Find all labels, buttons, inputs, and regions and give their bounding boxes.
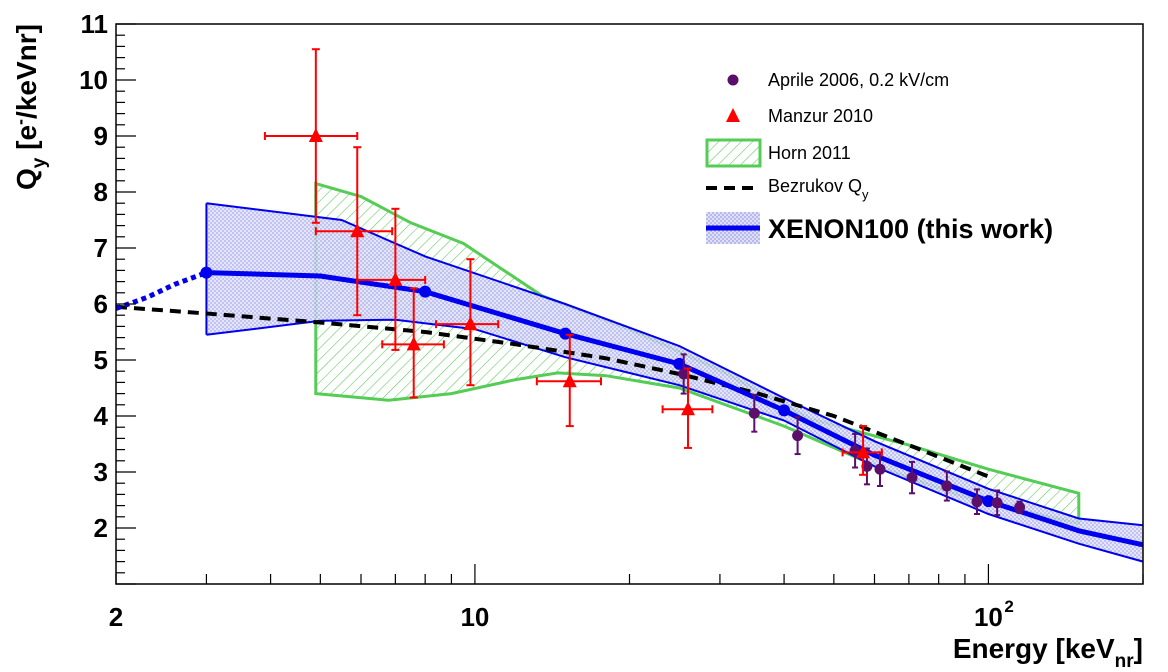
x-axis-title: Energy [keVnr] — [953, 633, 1143, 672]
y-axis-title-end: /keVnr] — [11, 24, 42, 119]
x-tick-label: 10 — [460, 602, 489, 632]
legend-aprile-label: Aprile 2006, 0.2 kV/cm — [768, 70, 949, 90]
aprile-2006-marker — [748, 407, 760, 419]
manzur-2010-marker — [463, 316, 478, 331]
legend-bezrukov-label-main: Bezrukov Q — [768, 176, 862, 196]
y-tick-label: 6 — [94, 289, 108, 319]
x-axis-title-close: ] — [1134, 633, 1143, 664]
manzur-2010-point — [841, 425, 883, 476]
y-axis-title-sup: - — [10, 119, 30, 125]
bezrukov-qy-line — [116, 304, 990, 479]
aprile-2006-point — [678, 353, 690, 395]
y-axis-title-q: Q — [11, 168, 42, 190]
aprile-2006-marker — [678, 368, 690, 380]
y-tick-label: 10 — [79, 65, 108, 95]
aprile-2006-point — [941, 470, 953, 502]
manzur-2010-marker — [406, 336, 421, 351]
manzur-2010-marker — [308, 128, 323, 142]
aprile-2006-marker — [874, 463, 886, 475]
plot-area — [116, 48, 1143, 563]
aprile-2006-point — [991, 489, 1003, 517]
manzur-2010-point — [356, 207, 427, 351]
manzur-2010-marker — [681, 401, 696, 416]
x-tick-label-exponent: 2 — [1004, 597, 1013, 616]
xenon100-knot-point — [200, 266, 213, 279]
manzur-2010-point — [263, 48, 359, 224]
xenon100-band-upper-edge — [206, 202, 1143, 527]
manzur-2010-point — [314, 146, 394, 317]
y-axis-title-rest: [e — [11, 125, 42, 158]
xenon100-extrapolation-line — [116, 270, 208, 311]
legend-horn-marker — [705, 138, 762, 168]
aprile-2006-marker — [849, 445, 861, 457]
y-tick-label: 2 — [94, 513, 108, 543]
legend-bezrukov-label: Bezrukov Qy — [768, 176, 869, 202]
legend-aprile-marker — [727, 74, 739, 86]
manzur-2010-marker — [350, 223, 365, 238]
y-axis-title-sub: y — [29, 157, 50, 168]
y-tick-label: 4 — [94, 401, 109, 431]
y-tick-label: 5 — [94, 345, 108, 375]
x-tick-label-group: 10 — [460, 602, 489, 632]
aprile-2006-point — [1014, 500, 1026, 514]
y-tick-label: 8 — [94, 177, 108, 207]
plot-clip-group — [116, 48, 1143, 563]
legend-manzur-label: Manzur 2010 — [768, 106, 873, 126]
aprile-2006-marker — [1014, 501, 1026, 513]
xenon100-knot-point — [778, 404, 791, 417]
x-axis-title-sub: nr — [1115, 651, 1135, 672]
y-tick-label: 7 — [94, 233, 108, 263]
x-tick-label: 2 — [109, 602, 123, 632]
aprile-2006-marker — [971, 496, 983, 508]
x-axis-title-main: Energy [keV — [953, 633, 1115, 664]
manzur-2010-marker — [856, 444, 871, 459]
aprile-2006-point — [849, 432, 861, 469]
y-tick-label: 3 — [94, 457, 108, 487]
aprile-2006-point — [748, 393, 760, 433]
manzur-2010-point — [435, 258, 500, 387]
xenon100-band-fill — [206, 203, 1143, 562]
x-tick-label: 10 — [974, 602, 1003, 632]
aprile-2006-marker — [792, 430, 804, 442]
aprile-2006-marker — [941, 480, 953, 492]
xenon100-knot-point — [419, 285, 432, 298]
manzur-2010-marker — [562, 373, 577, 388]
x-tick-label-group: 10 2 — [974, 597, 1014, 632]
xenon100-knot-point — [559, 327, 572, 340]
xenon100-line — [206, 270, 1143, 548]
aprile-2006-marker — [991, 497, 1003, 509]
manzur-2010-marker — [388, 271, 403, 286]
y-tick-label: 9 — [94, 121, 108, 151]
legend: Aprile 2006, 0.2 kV/cm Manzur 2010 Horn 20… — [705, 70, 1053, 244]
manzur-2010-point — [535, 333, 602, 428]
aprile-2006-point — [906, 460, 918, 495]
aprile-2006-marker — [906, 472, 918, 484]
manzur-2010-point — [661, 367, 714, 449]
aprile-2006-point — [971, 488, 983, 515]
y-axis-title: Qy [e-/keVnr] — [10, 24, 50, 190]
legend-xenon100-label: XENON100 (this work) — [768, 214, 1053, 244]
legend-bezrukov-label-sub: y — [862, 187, 869, 202]
legend-manzur-marker — [726, 108, 740, 122]
legend-horn-label: Horn 2011 — [768, 143, 851, 163]
aprile-2006-marker — [861, 460, 873, 472]
y-tick-label: 11 — [81, 9, 109, 39]
xenon100-band-lower-edge — [206, 318, 1143, 563]
x-tick-label-group: 2 — [109, 602, 123, 632]
xenon100-knot-point — [982, 495, 995, 508]
manzur-2010-point — [381, 287, 445, 399]
aprile-2006-point — [792, 416, 804, 456]
xenon100-knot-point — [673, 357, 686, 370]
